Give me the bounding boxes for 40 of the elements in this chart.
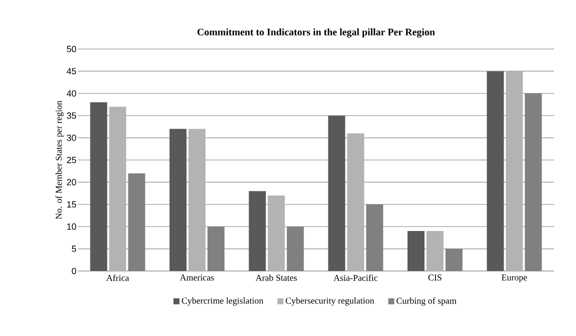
x-tick-label: Arab States [256, 274, 297, 281]
legend-label: Cybersecurity regulation [286, 297, 374, 306]
y-axis-title: No. of Member States per region [55, 100, 64, 220]
chart-title: Commitment to Indicators in the legal pillar Per Region [198, 28, 435, 38]
bar [347, 133, 364, 271]
y-tick-label: 20 [66, 179, 76, 186]
legend-label: Cybercrime legislation [182, 297, 264, 306]
x-tick-label: CIS [428, 274, 442, 281]
bar [328, 116, 346, 271]
bar [445, 248, 462, 271]
bar [109, 106, 126, 271]
y-tick-label: 30 [66, 134, 76, 141]
y-tick-label: 15 [67, 201, 76, 208]
bar [207, 226, 224, 271]
y-tick-label: 35 [66, 112, 76, 119]
y-tick-label: 5 [72, 246, 76, 252]
bar [248, 191, 266, 271]
x-tick-label: Africa [106, 274, 129, 281]
bar [128, 173, 146, 271]
x-tick-label: Asia-Pacific [334, 274, 378, 281]
legend-label: Curbing of spam [396, 297, 456, 306]
x-tick-label: Americas [180, 274, 214, 281]
bar [408, 231, 425, 271]
y-tick-label: 0 [72, 268, 76, 274]
y-tick-label: 40 [66, 90, 76, 97]
y-tick-label: 25 [66, 156, 76, 164]
bar [188, 128, 206, 271]
bar [366, 204, 384, 271]
bar [506, 71, 523, 271]
bar [486, 71, 504, 271]
bar [426, 231, 444, 271]
y-tick-label: 45 [66, 68, 76, 74]
bar [286, 226, 304, 271]
y-tick-label: 10 [67, 223, 76, 230]
bar [90, 102, 108, 271]
y-tick-label: 50 [66, 46, 76, 52]
bar [524, 93, 542, 271]
bar [170, 128, 187, 271]
bar [268, 196, 285, 271]
x-tick-label: Europe [502, 274, 527, 282]
